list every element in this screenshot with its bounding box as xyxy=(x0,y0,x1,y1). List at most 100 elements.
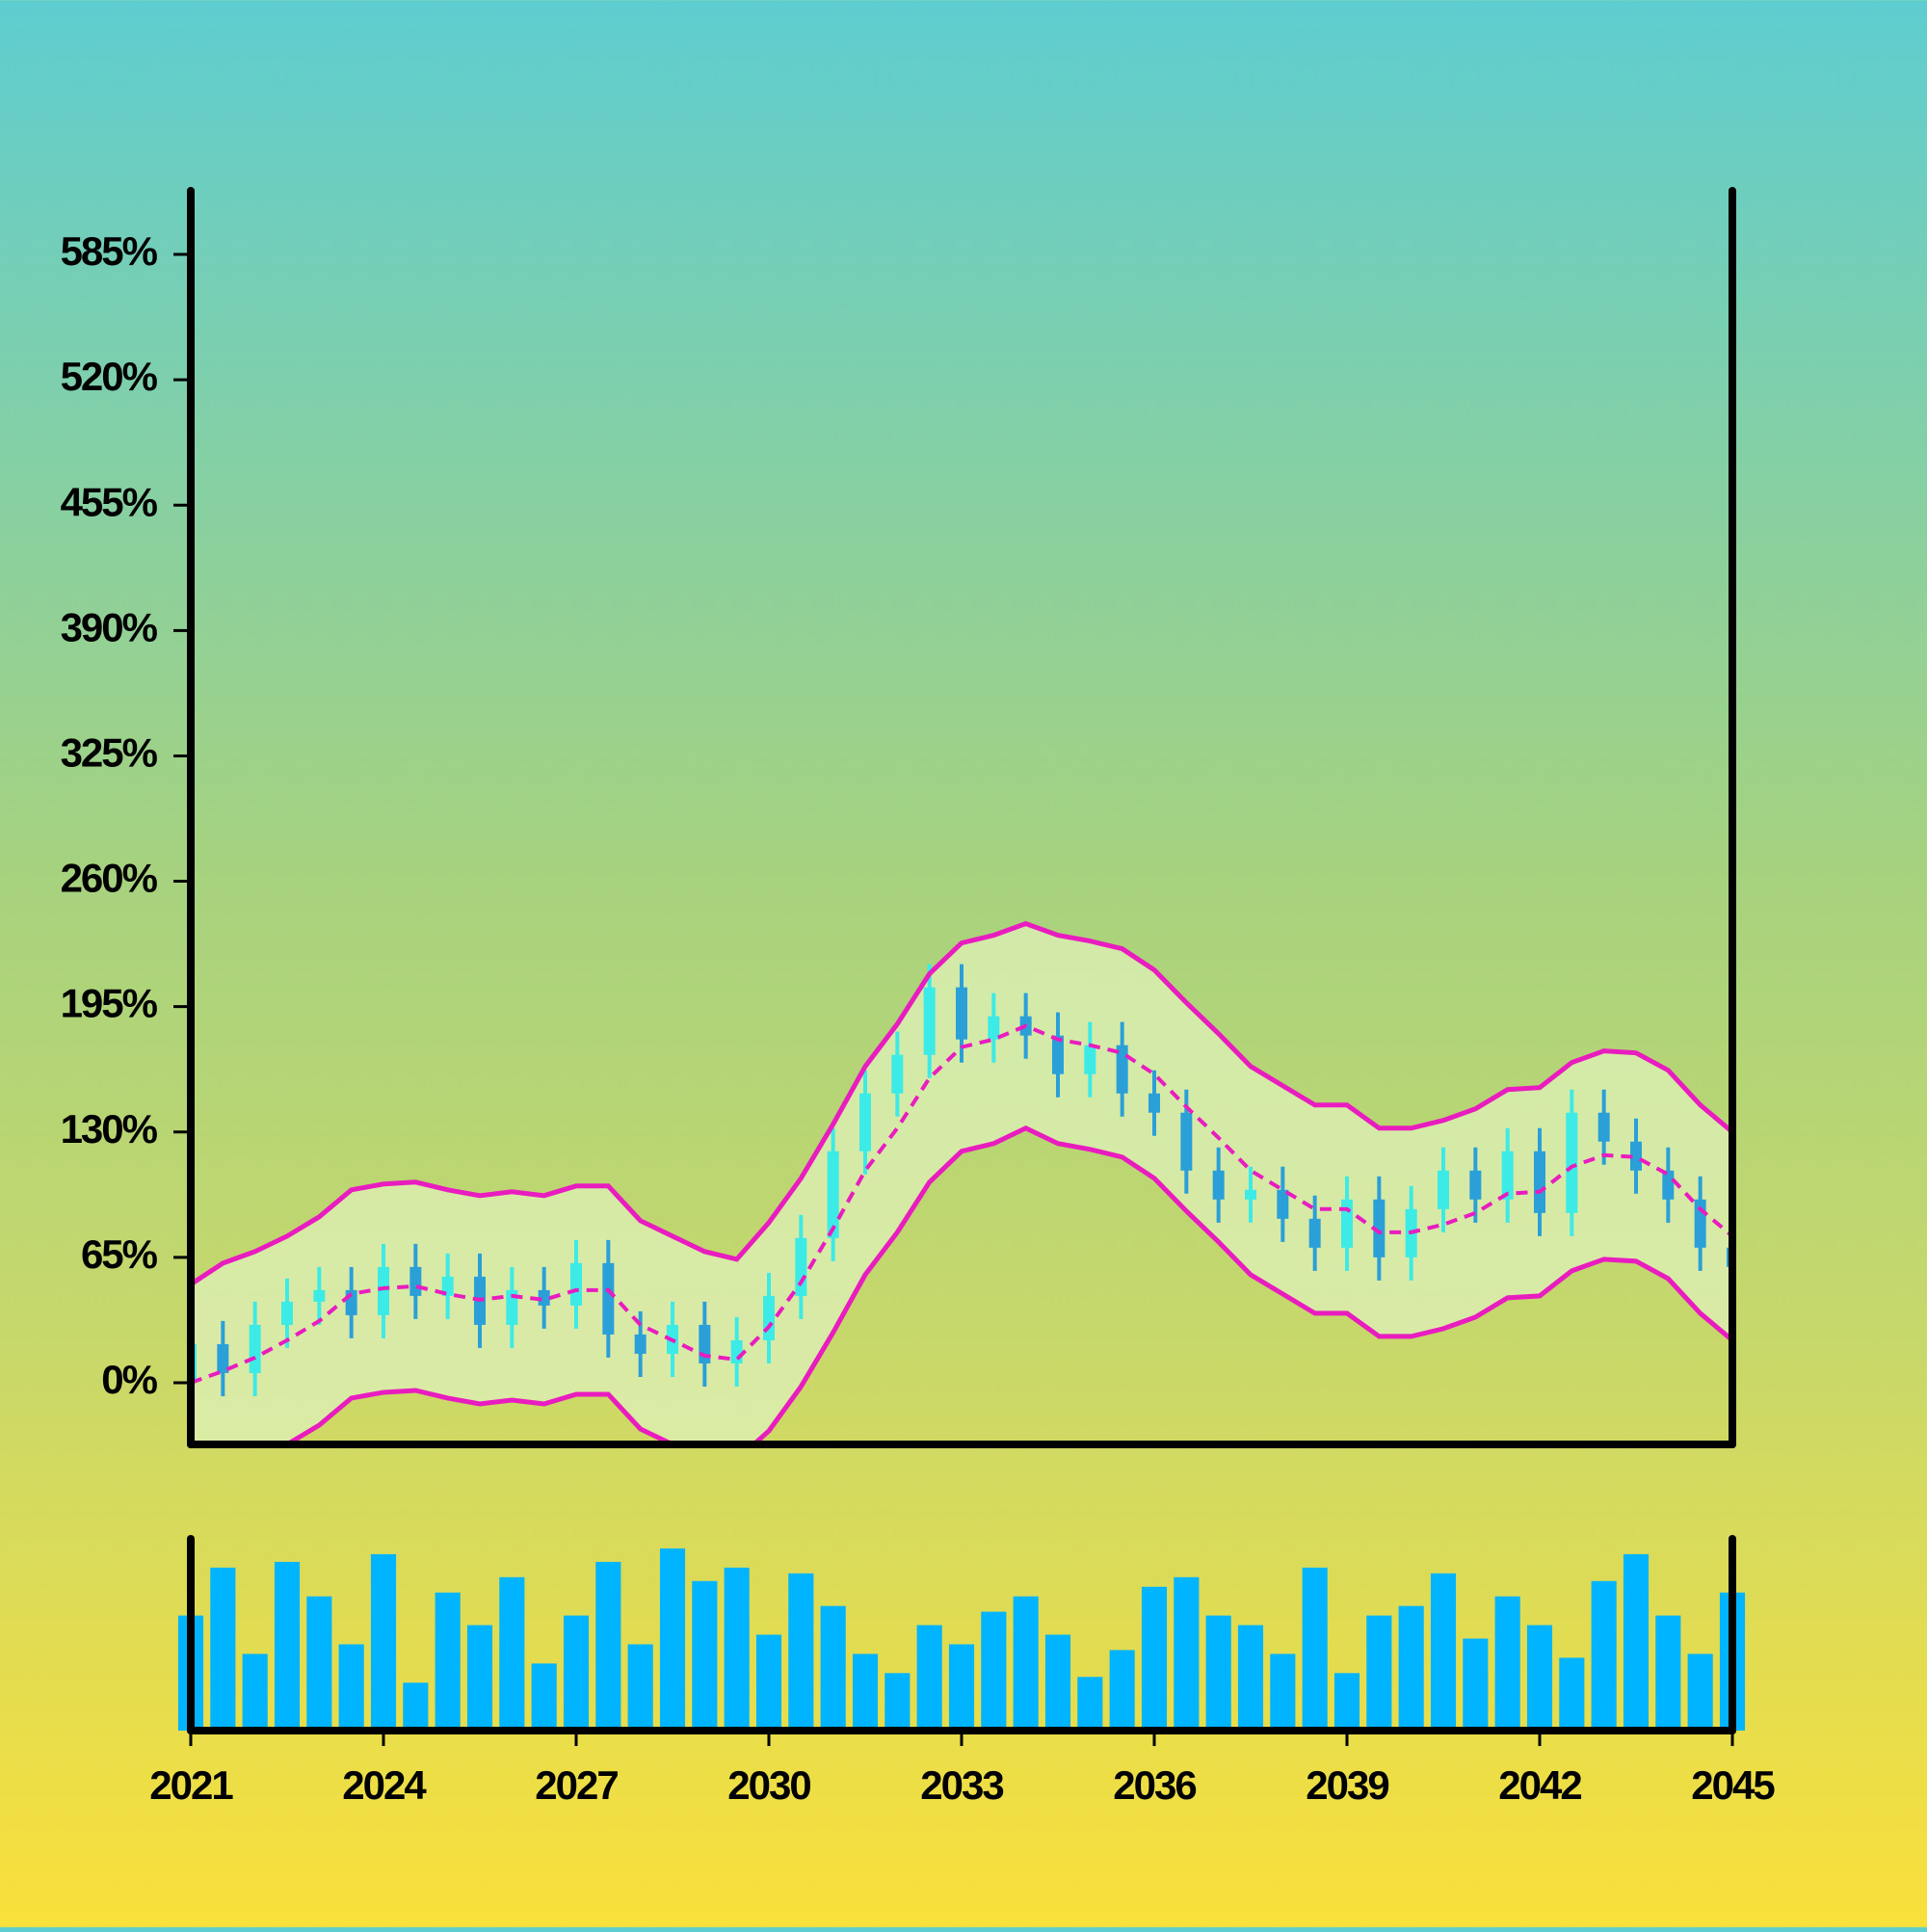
volume-bar xyxy=(306,1596,332,1731)
candle-body xyxy=(1534,1151,1545,1213)
volume-bar xyxy=(242,1654,268,1731)
volume-bar xyxy=(948,1644,975,1731)
volume-bar xyxy=(692,1580,718,1731)
volume-bar xyxy=(1494,1596,1520,1731)
volume-bar xyxy=(659,1548,686,1731)
x-tick-label: 2033 xyxy=(920,1762,1003,1808)
volume-bar xyxy=(1077,1677,1103,1731)
candle-body xyxy=(441,1276,454,1296)
volume-bar xyxy=(338,1644,364,1731)
volume-bar xyxy=(627,1644,653,1731)
candle-body xyxy=(763,1295,775,1340)
candle-body xyxy=(249,1324,261,1373)
volume-area xyxy=(177,1548,1746,1731)
volume-bar xyxy=(274,1561,301,1731)
volume-bar xyxy=(724,1567,750,1731)
x-tick-label: 2036 xyxy=(1113,1762,1196,1808)
band-upper xyxy=(191,920,1732,1286)
x-tick-label: 2042 xyxy=(1498,1762,1581,1808)
candle-body xyxy=(1438,1170,1449,1209)
candle-body xyxy=(1180,1112,1193,1171)
candle-body xyxy=(1566,1112,1578,1213)
candle-body xyxy=(1116,1045,1128,1094)
y-tick-label: 390% xyxy=(61,604,158,649)
volume-bar xyxy=(563,1615,590,1731)
y-tick-label: 520% xyxy=(61,354,158,399)
volume-bar xyxy=(1044,1634,1071,1731)
volume-bar xyxy=(1013,1596,1039,1731)
candle-body xyxy=(891,1054,904,1094)
candle-body xyxy=(1148,1093,1160,1113)
volume-bar xyxy=(1559,1657,1585,1731)
volume-bar xyxy=(1270,1654,1296,1731)
volume-bar xyxy=(884,1673,911,1731)
volume-bar xyxy=(788,1573,814,1731)
volume-bar xyxy=(1687,1654,1713,1731)
candle-body xyxy=(313,1289,326,1302)
volume-bar xyxy=(1237,1625,1264,1731)
candle-body xyxy=(634,1334,647,1354)
candle-body xyxy=(378,1266,389,1315)
candle-body xyxy=(1052,1035,1064,1074)
volume-bar xyxy=(755,1634,782,1731)
candle-body xyxy=(1212,1170,1225,1200)
volume-bar xyxy=(1591,1580,1617,1731)
candle-body xyxy=(859,1093,871,1151)
volume-bar xyxy=(1205,1615,1231,1731)
volume-bar xyxy=(1141,1586,1168,1731)
volume-bar xyxy=(1109,1650,1135,1731)
y-tick-label: 130% xyxy=(61,1106,158,1151)
candle-body xyxy=(1341,1199,1353,1248)
volume-bar xyxy=(1174,1576,1200,1731)
volume-bar xyxy=(1463,1638,1489,1731)
y-tick-label: 455% xyxy=(61,479,158,524)
volume-bar xyxy=(1526,1625,1553,1731)
volume-bar xyxy=(1366,1615,1392,1731)
volume-bar xyxy=(435,1592,461,1731)
y-tick-label: 65% xyxy=(81,1231,158,1277)
volume-bar xyxy=(466,1625,493,1731)
volume-bar xyxy=(1623,1553,1650,1731)
candle-body xyxy=(1630,1141,1642,1171)
axes: 0% 65% 130% 195% 260% 325% 390% 455% 520% 585% 202… xyxy=(61,187,1777,1808)
plot-area xyxy=(191,920,1732,1444)
candle-body xyxy=(570,1262,582,1306)
volume-bar xyxy=(852,1654,879,1731)
volume-bar xyxy=(1430,1573,1457,1731)
x-tick-label: 2045 xyxy=(1691,1762,1775,1808)
candle-body xyxy=(1662,1170,1675,1200)
x-tick-label: 2027 xyxy=(535,1762,618,1808)
volume-bar xyxy=(595,1561,621,1731)
candle-body xyxy=(1501,1151,1514,1200)
x-tick-label: 2030 xyxy=(727,1762,810,1808)
candle-body xyxy=(409,1266,422,1296)
y-tick-label: 585% xyxy=(61,228,158,274)
candle-body xyxy=(795,1237,807,1296)
volume-bar xyxy=(1655,1615,1681,1731)
candle-body xyxy=(988,1016,1000,1040)
candle-body xyxy=(217,1343,229,1373)
volume-bar xyxy=(210,1567,236,1731)
volume-bar xyxy=(370,1553,397,1731)
volume-bar xyxy=(981,1611,1007,1731)
candle-body xyxy=(1597,1112,1610,1142)
candle-body xyxy=(1308,1218,1321,1248)
volume-bar xyxy=(531,1663,557,1731)
candle-body xyxy=(1277,1189,1289,1219)
y-tick-label: 260% xyxy=(61,856,158,901)
candle-body xyxy=(923,987,936,1055)
candle-body xyxy=(956,987,967,1040)
candle-body xyxy=(827,1151,839,1238)
candle-body xyxy=(730,1339,743,1363)
y-tick-label: 0% xyxy=(101,1357,157,1402)
x-tick-label: 2024 xyxy=(342,1762,427,1808)
y-tick-label: 195% xyxy=(61,981,158,1026)
candle-body xyxy=(506,1289,518,1325)
volume-bar xyxy=(916,1625,942,1731)
volume-bar xyxy=(499,1576,525,1731)
candle-body xyxy=(1373,1199,1386,1257)
volume-bar xyxy=(1398,1605,1424,1731)
candle-body xyxy=(281,1301,293,1325)
